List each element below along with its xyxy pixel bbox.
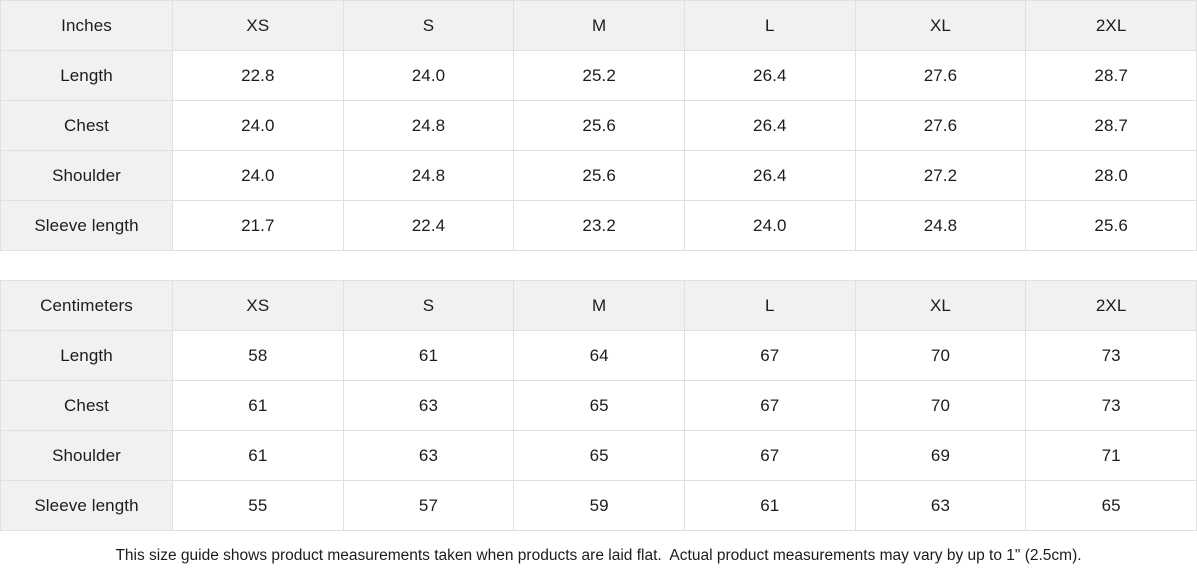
measurement-value: 67 bbox=[683, 380, 856, 431]
measurement-value: 26.4 bbox=[683, 150, 856, 201]
measurement-value: 71 bbox=[1025, 430, 1197, 481]
measurement-value: 28.7 bbox=[1025, 50, 1197, 101]
row-label: Chest bbox=[0, 380, 173, 431]
measurement-value: 27.2 bbox=[854, 150, 1027, 201]
measurement-value: 63 bbox=[342, 430, 515, 481]
measurement-value: 24.0 bbox=[683, 200, 856, 251]
row-label: Length bbox=[0, 330, 173, 381]
table-row: Chest 24.0 24.8 25.6 26.4 27.6 28.7 bbox=[0, 100, 1197, 151]
measurement-value: 28.7 bbox=[1025, 100, 1197, 151]
measurement-value: 73 bbox=[1025, 330, 1197, 381]
measurement-value: 22.8 bbox=[172, 50, 344, 101]
size-header-xl: XL bbox=[854, 0, 1027, 51]
measurement-value: 63 bbox=[854, 480, 1027, 531]
table-row: Length 58 61 64 67 70 73 bbox=[0, 330, 1197, 381]
size-header-s: S bbox=[342, 280, 515, 331]
measurement-value: 63 bbox=[342, 380, 515, 431]
size-header-2xl: 2XL bbox=[1025, 280, 1197, 331]
measurement-value: 21.7 bbox=[172, 200, 344, 251]
size-header-m: M bbox=[513, 0, 685, 51]
size-header-l: L bbox=[683, 280, 856, 331]
measurement-value: 25.6 bbox=[1025, 200, 1197, 251]
size-header-l: L bbox=[683, 0, 856, 51]
measurement-value: 26.4 bbox=[683, 50, 856, 101]
measurement-value: 67 bbox=[683, 330, 856, 381]
measurement-value: 25.6 bbox=[513, 150, 685, 201]
row-label: Shoulder bbox=[0, 430, 173, 481]
table-row: Sleeve length 21.7 22.4 23.2 24.0 24.8 2… bbox=[0, 200, 1197, 251]
measurement-value: 24.8 bbox=[342, 100, 515, 151]
measurement-value: 61 bbox=[172, 430, 344, 481]
measurement-value: 25.6 bbox=[513, 100, 685, 151]
measurement-value: 22.4 bbox=[342, 200, 515, 251]
measurement-value: 27.6 bbox=[854, 50, 1027, 101]
size-header-m: M bbox=[513, 280, 685, 331]
row-label: Shoulder bbox=[0, 150, 173, 201]
measurement-value: 24.0 bbox=[342, 50, 515, 101]
measurement-value: 70 bbox=[854, 330, 1027, 381]
measurement-value: 69 bbox=[854, 430, 1027, 481]
table-header-row: Centimeters XS S M L XL 2XL bbox=[0, 280, 1197, 331]
table-header-row: Inches XS S M L XL 2XL bbox=[0, 0, 1197, 51]
size-header-xs: XS bbox=[172, 0, 344, 51]
centimeters-size-table: Centimeters XS S M L XL 2XL Length 58 61… bbox=[0, 280, 1197, 531]
measurement-value: 65 bbox=[513, 380, 685, 431]
size-header-xl: XL bbox=[854, 280, 1027, 331]
table-row: Shoulder 24.0 24.8 25.6 26.4 27.2 28.0 bbox=[0, 150, 1197, 201]
measurement-value: 27.6 bbox=[854, 100, 1027, 151]
measurement-value: 25.2 bbox=[513, 50, 685, 101]
unit-header: Inches bbox=[0, 0, 173, 51]
table-gap-spacer bbox=[0, 251, 1197, 280]
measurement-value: 70 bbox=[854, 380, 1027, 431]
measurement-value: 64 bbox=[513, 330, 685, 381]
row-label: Chest bbox=[0, 100, 173, 151]
measurement-value: 24.8 bbox=[342, 150, 515, 201]
size-header-2xl: 2XL bbox=[1025, 0, 1197, 51]
measurement-value: 28.0 bbox=[1025, 150, 1197, 201]
measurement-value: 58 bbox=[172, 330, 344, 381]
row-label: Sleeve length bbox=[0, 200, 173, 251]
measurement-value: 24.0 bbox=[172, 100, 344, 151]
measurement-value: 24.8 bbox=[854, 200, 1027, 251]
measurement-value: 61 bbox=[683, 480, 856, 531]
measurement-value: 67 bbox=[683, 430, 856, 481]
measurement-value: 26.4 bbox=[683, 100, 856, 151]
row-label: Length bbox=[0, 50, 173, 101]
measurement-value: 55 bbox=[172, 480, 344, 531]
measurement-value: 73 bbox=[1025, 380, 1197, 431]
measurement-value: 65 bbox=[513, 430, 685, 481]
measurement-value: 23.2 bbox=[513, 200, 685, 251]
measurement-value: 65 bbox=[1025, 480, 1197, 531]
table-row: Length 22.8 24.0 25.2 26.4 27.6 28.7 bbox=[0, 50, 1197, 101]
size-guide-disclaimer: This size guide shows product measuremen… bbox=[0, 531, 1197, 580]
table-row: Chest 61 63 65 67 70 73 bbox=[0, 380, 1197, 431]
size-header-s: S bbox=[342, 0, 515, 51]
measurement-value: 61 bbox=[172, 380, 344, 431]
size-header-xs: XS bbox=[172, 280, 344, 331]
measurement-value: 61 bbox=[342, 330, 515, 381]
table-row: Sleeve length 55 57 59 61 63 65 bbox=[0, 480, 1197, 531]
measurement-value: 59 bbox=[513, 480, 685, 531]
table-row: Shoulder 61 63 65 67 69 71 bbox=[0, 430, 1197, 481]
unit-header: Centimeters bbox=[0, 280, 173, 331]
measurement-value: 24.0 bbox=[172, 150, 344, 201]
row-label: Sleeve length bbox=[0, 480, 173, 531]
measurement-value: 57 bbox=[342, 480, 515, 531]
inches-size-table: Inches XS S M L XL 2XL Length 22.8 24.0 … bbox=[0, 0, 1197, 251]
